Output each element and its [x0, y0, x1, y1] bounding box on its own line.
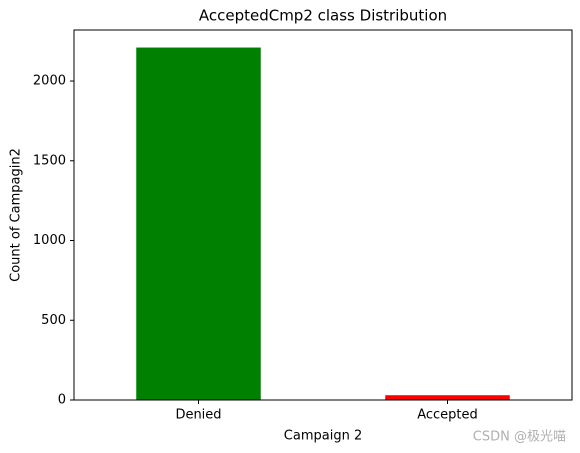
y-tick-label: 0 [58, 393, 66, 408]
y-tick-label: 500 [41, 313, 66, 328]
x-tick-label: Accepted [417, 408, 478, 423]
y-axis-label: Count of Campagin2 [9, 148, 24, 282]
plot-frame [73, 29, 573, 401]
bar [385, 395, 510, 400]
y-tick-label: 1500 [33, 153, 66, 168]
x-tick-label: Denied [175, 408, 221, 423]
y-tick-label: 2000 [33, 74, 66, 89]
chart-title: AcceptedCmp2 class Distribution [199, 7, 447, 25]
x-axis-label: Campaign 2 [284, 429, 362, 444]
bar [136, 47, 261, 401]
watermark: CSDN @极光喵 [473, 430, 566, 445]
y-tick-label: 1000 [33, 233, 66, 248]
